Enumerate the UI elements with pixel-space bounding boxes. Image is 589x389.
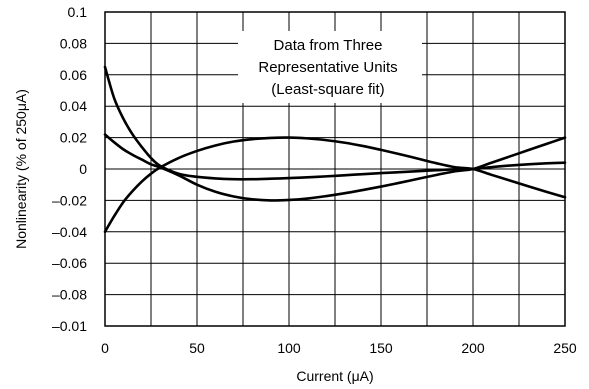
y-tick-labels: 0.1 0.08 0.06 0.04 0.02 0 –0.02 –0.04 –0.06 –0.08…	[52, 4, 87, 334]
y-tick-label: –0.06	[52, 255, 87, 271]
x-tick-label: 250	[553, 340, 577, 356]
y-tick-label: 0.04	[60, 98, 87, 114]
x-tick-label: 50	[189, 340, 205, 356]
y-tick-label: –0.01	[52, 318, 87, 334]
annotation-line-2: Representative Units	[258, 59, 397, 76]
y-tick-label: 0.1	[68, 4, 88, 20]
series-line-2	[103, 133, 567, 202]
y-tick-label: 0.08	[60, 35, 87, 51]
series-lines	[103, 65, 567, 234]
y-tick-label: –0.02	[52, 192, 87, 208]
x-tick-label: 100	[277, 340, 301, 356]
y-tick-label: 0.06	[60, 67, 87, 83]
y-tick-label: 0	[79, 161, 87, 177]
series-line-3	[103, 136, 567, 234]
y-tick-label: –0.08	[52, 287, 87, 303]
annotation-background	[238, 31, 422, 103]
y-tick-label: –0.04	[52, 224, 87, 240]
y-tick-label: 0.02	[60, 130, 87, 146]
x-axis-title: Current (μA)	[296, 368, 373, 384]
annotation-line-3: (Least-square fit)	[271, 81, 384, 98]
x-tick-label: 200	[461, 340, 485, 356]
x-tick-label: 0	[101, 340, 109, 356]
y-axis-title: Nonlinearity (% of 250μA)	[13, 89, 29, 249]
annotation-line-1: Data from Three	[274, 37, 383, 54]
plot-frame	[104, 11, 566, 327]
x-tick-label: 150	[369, 340, 393, 356]
x-tick-labels: 0 50 100 150 200 250	[101, 340, 577, 356]
